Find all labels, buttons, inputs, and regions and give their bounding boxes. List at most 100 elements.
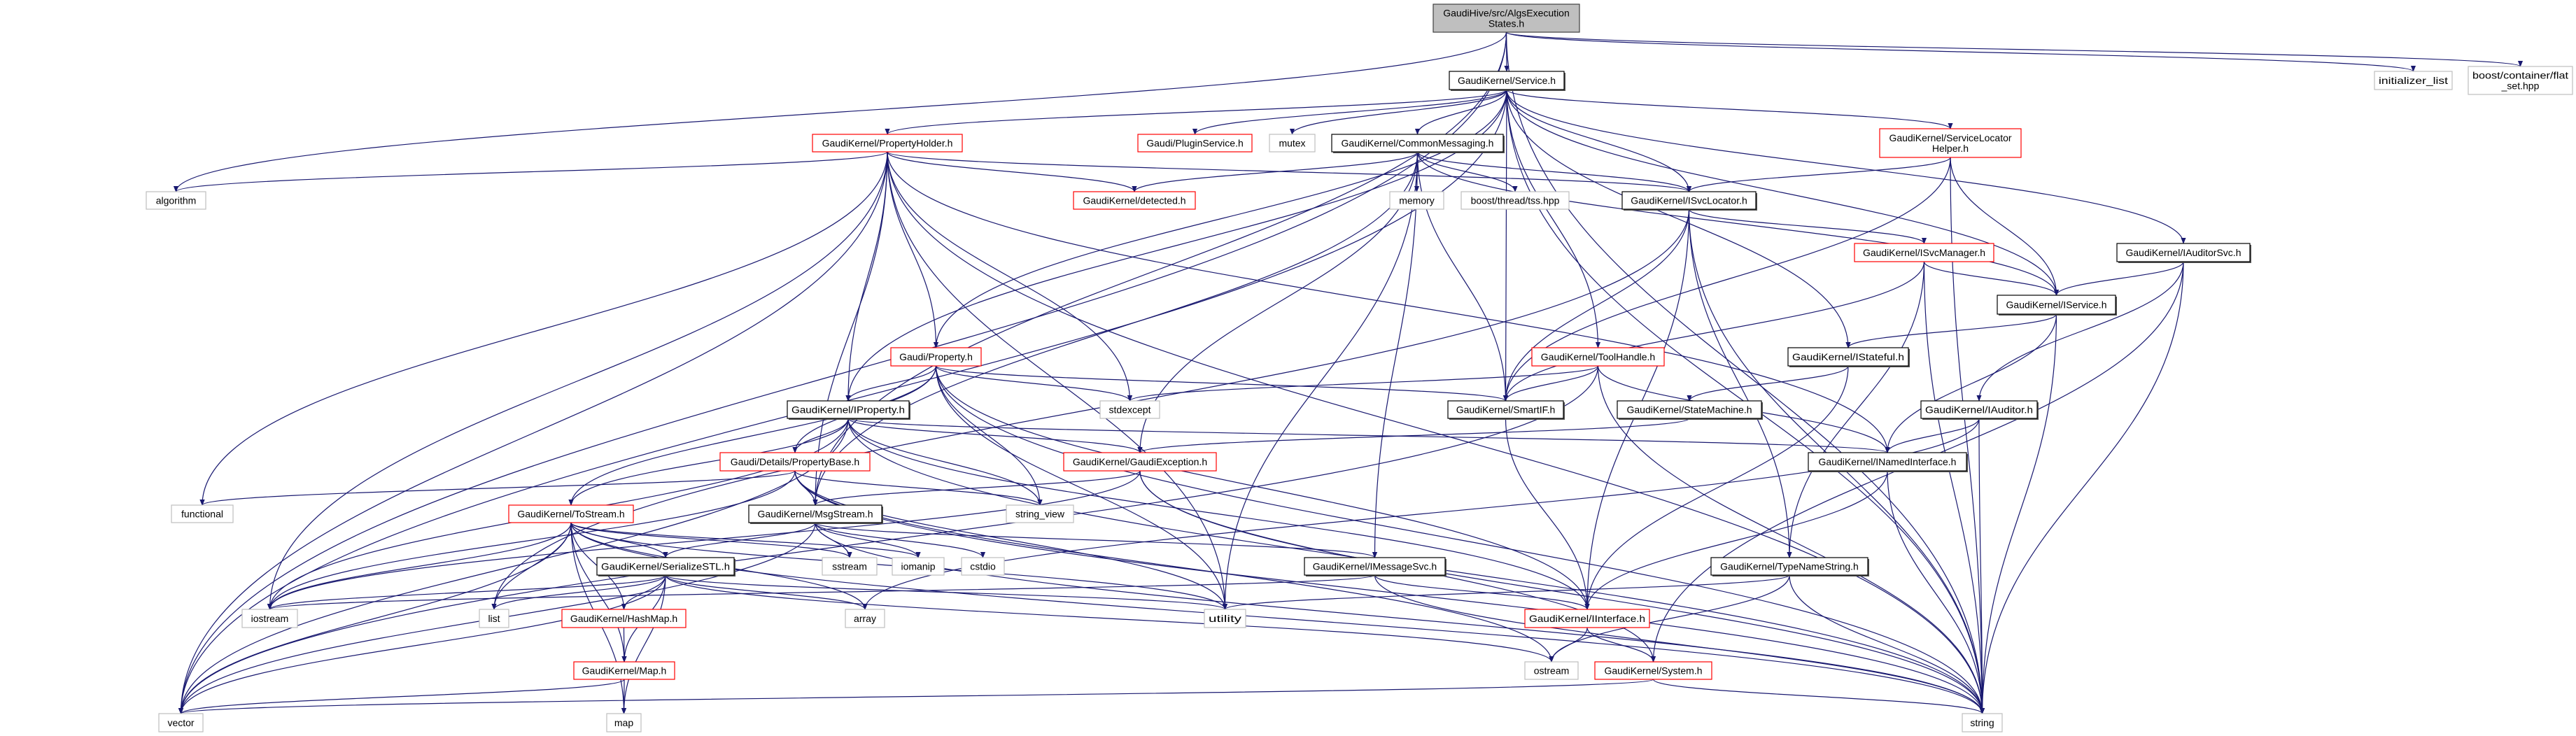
edge-propertyholder-to-property (887, 151, 939, 348)
node-istateful[interactable]: GaudiKernel/IStateful.h (1787, 347, 1910, 367)
node-box (1997, 295, 2116, 315)
node-propertybase[interactable]: Gaudi/Details/PropertyBase.h (719, 452, 871, 472)
edge-toolhandle-to-smartif (1502, 365, 1599, 402)
node-label: initializer_list (2379, 75, 2448, 86)
node-imessagesvc[interactable]: GaudiKernel/IMessageSvc.h (1304, 557, 1447, 576)
node-system[interactable]: GaudiKernel/System.h (1594, 661, 1712, 680)
edge-property-to-tostream (568, 365, 937, 506)
node-box (1617, 400, 1762, 419)
edge-msgstream-to-string (815, 522, 1985, 714)
node-label: GaudiKernel/ToStream.h (517, 509, 624, 520)
edge-msgstream-to-cstdio (815, 522, 986, 558)
node-box (812, 134, 963, 153)
node-label: GaudiHive/src/AlgsExecution (1443, 8, 1570, 19)
node-isvclocator[interactable]: GaudiKernel/ISvcLocator.h (1621, 191, 1757, 211)
node-string_view: string_view (1006, 504, 1074, 523)
node-label: Gaudi/Details/PropertyBase.h (731, 456, 859, 467)
edge-propertyholder-to-string (887, 151, 1985, 714)
node-isvcmanager[interactable]: GaudiKernel/ISvcManager.h (1854, 243, 1994, 262)
node-label: GaudiKernel/MsgStream.h (758, 509, 873, 520)
node-label: ostream (1534, 665, 1570, 677)
edge-msgstream-to-imessagesvc (815, 522, 1377, 558)
node-map_h[interactable]: GaudiKernel/Map.h (573, 661, 675, 680)
node-box (822, 557, 878, 576)
node-service[interactable]: GaudiKernel/Service.h (1449, 71, 1565, 91)
edge-interface-to-ostream (1549, 627, 1588, 663)
edge-isvcmanager-to-smartif (1502, 261, 1925, 402)
node-box (961, 557, 1005, 576)
node-iservice[interactable]: GaudiKernel/IService.h (1997, 295, 2117, 316)
node-box (158, 713, 204, 733)
node-box (1461, 191, 1570, 210)
node-box (1879, 128, 2022, 158)
edge-service-to-istateful (1506, 89, 1851, 348)
node-hashmap[interactable]: GaudiKernel/HashMap.h (561, 609, 687, 628)
edge-property-to-string (935, 365, 1985, 714)
edge-property-to-smartif (935, 365, 1508, 402)
node-tostream[interactable]: GaudiKernel/ToStream.h (508, 504, 634, 523)
edge-service-to-pluginservice (1192, 89, 1507, 135)
node-detected[interactable]: GaudiKernel/detected.h (1073, 191, 1196, 210)
edge-service-to-toolhandle (1506, 89, 1601, 348)
node-label: GaudiKernel/ISvcManager.h (1863, 247, 1985, 258)
node-memory: memory (1389, 191, 1444, 210)
node-box (1137, 134, 1253, 153)
edge-propertyholder-to-inamedinterface (887, 151, 1890, 453)
node-statemachine[interactable]: GaudiKernel/StateMachine.h (1617, 400, 1763, 420)
node-interface[interactable]: GaudiKernel/IInterface.h (1524, 609, 1650, 628)
node-inamedinterface[interactable]: GaudiKernel/INamedInterface.h (1808, 452, 1968, 472)
node-box (2116, 243, 2251, 262)
edge-gaudiexception-to-string (1139, 470, 1985, 714)
edge-system-to-string (1652, 679, 1985, 714)
node-ostream: ostream (1524, 661, 1579, 680)
node-iauditorsvc[interactable]: GaudiKernel/IAuditorSvc.h (2116, 243, 2251, 263)
node-label: _set.hpp (2501, 80, 2540, 92)
edge-commonmessaging-to-msgstream (812, 151, 1419, 506)
node-label: GaudiKernel/IMessageSvc.h (1313, 561, 1437, 572)
node-typenamestring[interactable]: GaudiKernel/TypeNameString.h (1710, 557, 1869, 576)
node-mutex: mutex (1269, 134, 1316, 153)
node-label: Gaudi/PluginService.h (1146, 138, 1244, 149)
node-label: GaudiKernel/CommonMessaging.h (1342, 138, 1494, 149)
edge-serializestl-to-hashmap (621, 574, 666, 610)
edge-iproperty-to-gaudiexception (847, 418, 1143, 453)
edge-typenamestring-to-string (1789, 574, 1985, 714)
node-label: memory (1399, 195, 1435, 206)
node-gaudiexception[interactable]: GaudiKernel/GaudiException.h (1063, 452, 1217, 472)
edge-propertyholder-to-stdexcept (887, 151, 1133, 402)
node-stdexcept: stdexcept (1099, 400, 1160, 419)
edge-msgstream-to-iomanip (815, 522, 921, 558)
edge-iproperty-to-vector (178, 418, 849, 714)
node-commonmessaging[interactable]: GaudiKernel/CommonMessaging.h (1331, 134, 1505, 153)
node-label: GaudiKernel/SerializeSTL.h (601, 561, 730, 572)
edge-root-to-vector (178, 31, 1507, 714)
edge-root-to-msgstream (812, 31, 1507, 506)
node-tss: boost/thread/tss.hpp (1461, 191, 1570, 210)
node-toolhandle[interactable]: GaudiKernel/ToolHandle.h (1531, 347, 1665, 367)
node-box (748, 504, 882, 523)
edge-isvcmanager-to-iservice (1923, 261, 2060, 296)
node-iproperty[interactable]: GaudiKernel/IProperty.h (787, 400, 910, 420)
edge-propertybase-to-string_view (794, 470, 1043, 506)
node-iauditor[interactable]: GaudiKernel/IAuditor.h (1920, 400, 2039, 420)
node-msgstream[interactable]: GaudiKernel/MsgStream.h (748, 504, 883, 524)
edge-tostream-to-iomanip (570, 522, 921, 558)
node-serializestl[interactable]: GaudiKernel/SerializeSTL.h (596, 557, 736, 576)
edge-property-to-interface (935, 365, 1590, 610)
edge-map_h-to-map (621, 679, 627, 714)
edge-commonmessaging-to-iservice (1416, 151, 2060, 296)
edge-smartif-to-interface (1505, 418, 1590, 610)
node-label: functional (181, 509, 223, 520)
node-property[interactable]: Gaudi/Property.h (890, 347, 982, 367)
node-box (892, 557, 945, 576)
node-propertyholder[interactable]: GaudiKernel/PropertyHolder.h (812, 134, 963, 153)
edge-iproperty-to-string_view (847, 418, 1043, 506)
node-smartif[interactable]: GaudiKernel/SmartIF.h (1447, 400, 1565, 420)
node-box (845, 609, 885, 628)
nodes-layer: GaudiHive/src/AlgsExecutionStates.hGaudi… (146, 3, 2573, 733)
node-pluginservice[interactable]: Gaudi/PluginService.h (1137, 134, 1253, 153)
node-box (1006, 504, 1074, 523)
node-sstream: sstream (822, 557, 878, 576)
